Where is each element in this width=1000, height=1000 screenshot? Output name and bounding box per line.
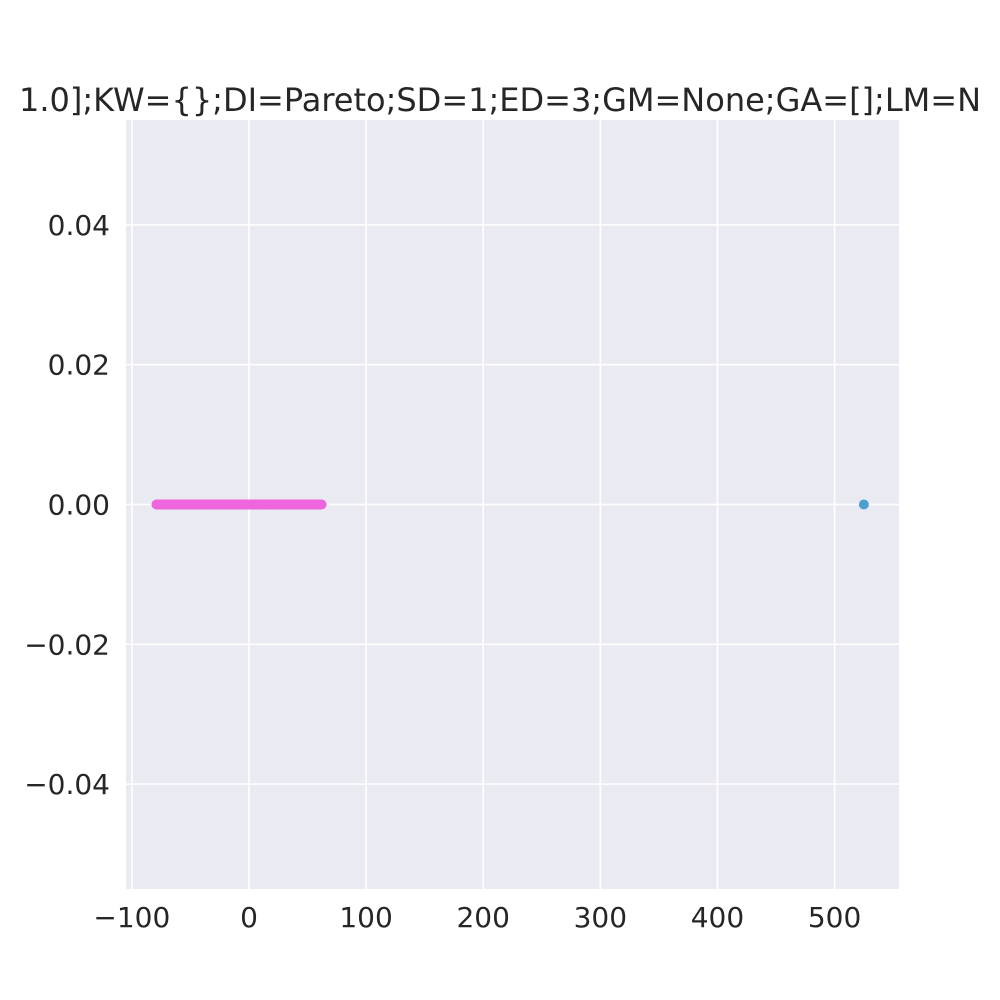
x-axis-ticks: −100 0 100 200 300 400 500: [93, 901, 861, 934]
y-tick-label: 0.02: [48, 349, 110, 382]
y-axis-ticks: 0.04 0.02 0.00 −0.02 −0.04: [24, 209, 110, 801]
data-point: [858, 499, 869, 510]
data-points: [151, 499, 869, 510]
y-tick-label: 0.04: [48, 209, 110, 242]
y-tick-label: −0.04: [24, 768, 110, 801]
x-tick-label: 200: [456, 901, 509, 934]
data-point: [316, 499, 327, 510]
x-tick-label: 400: [691, 901, 744, 934]
x-tick-label: 100: [339, 901, 392, 934]
x-tick-label: 300: [574, 901, 627, 934]
chart-title: 1.0];KW={};DI=Pareto;SD=1;ED=3;GM=None;G…: [19, 81, 981, 119]
x-tick-label: 500: [808, 901, 861, 934]
x-tick-label: 0: [240, 901, 258, 934]
x-tick-label: −100: [93, 901, 170, 934]
y-tick-label: 0.00: [48, 489, 110, 522]
y-tick-label: −0.02: [24, 628, 110, 661]
